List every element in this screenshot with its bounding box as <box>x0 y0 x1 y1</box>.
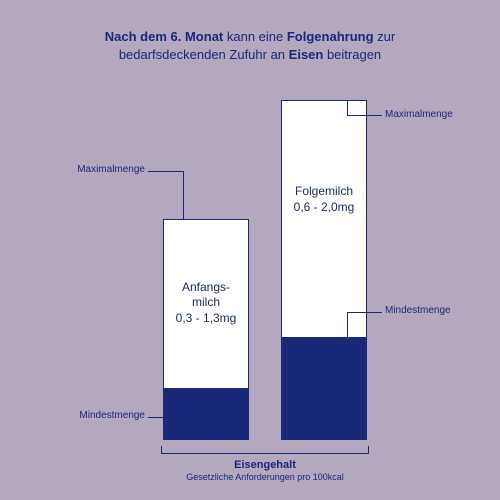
chart-title: Nach dem 6. Monat kann eine Folgenahrung… <box>60 28 440 64</box>
title-bold-5: Eisen <box>289 47 324 62</box>
title-bold-1: Nach dem 6. Monat <box>105 29 223 44</box>
axis-label: Eisengehalt Gesetzliche Anforderungen pr… <box>133 458 397 484</box>
annotation-right-min: Mindestmenge <box>385 306 451 316</box>
bar-fill-folgemilch <box>282 337 366 439</box>
annline-right-min-h <box>347 312 382 313</box>
annline-left-min-v <box>183 389 184 417</box>
bar-label-folgemilch: Folgemilch0,6 - 2,0mg <box>282 184 366 215</box>
title-text-2: kann eine <box>223 29 287 44</box>
title-text-6: beitragen <box>323 47 381 62</box>
bar-folgemilch: Folgemilch0,6 - 2,0mg <box>281 100 367 440</box>
chart-area: Anfangs-milch0,3 - 1,3mg Folgemilch0,6 - … <box>145 100 385 440</box>
axis-bracket <box>161 446 369 454</box>
annline-right-max-v <box>347 100 348 115</box>
annline-left-max-v <box>183 171 184 219</box>
axis-title: Eisengehalt <box>133 458 397 472</box>
annotation-left-min: Mindestmenge <box>79 411 145 421</box>
axis-subtitle: Gesetzliche Anforderungen pro 100kcal <box>133 472 397 484</box>
annotation-right-max: Maximalmenge <box>385 110 453 120</box>
annline-left-min-h <box>148 417 183 418</box>
title-bold-3: Folgenahrung <box>287 29 374 44</box>
annline-left-max-h <box>148 171 183 172</box>
bar-label-anfangsmilch: Anfangs-milch0,3 - 1,3mg <box>164 280 248 327</box>
annline-right-min-v <box>347 312 348 338</box>
annotation-left-max: Maximalmenge <box>77 165 145 175</box>
bar-fill-anfangsmilch <box>164 388 248 439</box>
bar-anfangsmilch: Anfangs-milch0,3 - 1,3mg <box>163 219 249 440</box>
annline-right-max-h <box>347 115 382 116</box>
